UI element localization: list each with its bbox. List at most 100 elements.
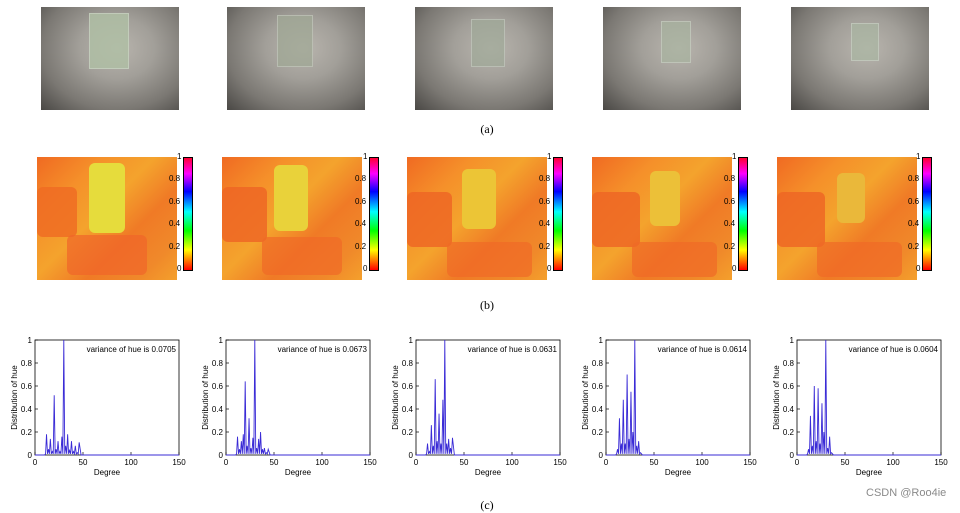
y-tick-label: 0.4 (402, 405, 414, 414)
colorbar-2 (369, 157, 379, 271)
y-tick-label: 0.2 (592, 428, 604, 437)
y-tick-label: 0.2 (402, 428, 414, 437)
y-tick-label: 0 (599, 451, 604, 460)
colorbar-4 (738, 157, 748, 271)
colorbar-tick-label: 0 (363, 264, 368, 273)
x-tick-label: 0 (224, 458, 229, 467)
variance-annotation: variance of hue is 0.0604 (849, 345, 939, 354)
x-tick-label: 50 (460, 458, 469, 467)
y-tick-label: 0.4 (592, 405, 604, 414)
x-tick-label: 100 (124, 458, 138, 467)
colorbar-tick-label: 0.4 (724, 219, 736, 229)
colorbar-3 (553, 157, 563, 271)
x-tick-label: 0 (414, 458, 419, 467)
colorbar-tick-label: 1 (547, 152, 552, 161)
y-tick-label: 0.6 (21, 382, 33, 391)
y-tick-label: 0.6 (212, 382, 224, 391)
y-axis-label: Distribution of hue (10, 365, 19, 430)
photo-4 (603, 7, 741, 110)
y-tick-label: 0.6 (783, 382, 795, 391)
x-axis-label: Degree (856, 468, 883, 477)
y-tick-label: 0.4 (212, 405, 224, 414)
colorbar-tick-label: 0.4 (169, 219, 181, 229)
photo-3 (415, 7, 553, 110)
plot-frame-2 (225, 339, 371, 456)
x-tick-label: 0 (795, 458, 800, 467)
y-tick-label: 1 (219, 336, 224, 345)
x-tick-label: 0 (33, 458, 38, 467)
x-axis-label: Degree (665, 468, 692, 477)
x-tick-label: 100 (315, 458, 329, 467)
colorbar-tick-label: 0.8 (539, 174, 551, 184)
colorbar-tick-label: 0.4 (355, 219, 367, 229)
variance-annotation: variance of hue is 0.0673 (278, 345, 368, 354)
colorbar-tick-label: 1 (916, 152, 921, 161)
hue-series-line-5 (797, 339, 941, 456)
y-tick-label: 1 (790, 336, 795, 345)
colorbar-tick-label: 0.2 (355, 241, 367, 251)
hue-series-line-4 (606, 339, 750, 456)
plot-frame-3 (415, 339, 561, 456)
colorbar-tick-label: 0 (916, 264, 921, 273)
y-tick-label: 1 (28, 336, 33, 345)
y-axis-label: Distribution of hue (772, 365, 781, 430)
y-tick-label: 0.8 (402, 359, 414, 368)
x-tick-label: 50 (841, 458, 850, 467)
y-tick-label: 0 (28, 451, 33, 460)
colorbar-tick-label: 1 (732, 152, 737, 161)
hue-series-line-2 (226, 339, 370, 456)
colorbar-tick-label: 0.2 (539, 241, 551, 251)
x-tick-label: 150 (363, 458, 377, 467)
colorbar-tick-label: 0.4 (908, 219, 920, 229)
y-tick-label: 0.4 (21, 405, 33, 414)
photo-1 (41, 7, 179, 110)
x-axis-label: Degree (475, 468, 502, 477)
y-axis-label: Distribution of hue (201, 365, 210, 430)
y-tick-label: 0.2 (783, 428, 795, 437)
x-tick-label: 150 (553, 458, 567, 467)
caption-b: (b) (480, 298, 494, 312)
colorbar-tick-label: 0.6 (169, 196, 181, 206)
x-tick-label: 50 (650, 458, 659, 467)
y-tick-label: 0.2 (21, 428, 33, 437)
colorbar-tick-label: 0.6 (355, 196, 367, 206)
colorbar-tick-label: 0.6 (539, 196, 551, 206)
x-tick-label: 100 (695, 458, 709, 467)
colorbar-tick-label: 0 (177, 264, 182, 273)
y-tick-label: 0 (409, 451, 414, 460)
y-axis-label: Distribution of hue (391, 365, 400, 430)
variance-annotation: variance of hue is 0.0631 (468, 345, 558, 354)
x-tick-label: 150 (743, 458, 757, 467)
y-axis-label: Distribution of hue (581, 365, 590, 430)
colorbar-tick-label: 0 (547, 264, 552, 273)
photo-2 (227, 7, 365, 110)
colorbar-tick-label: 0.6 (908, 196, 920, 206)
caption-a: (a) (480, 122, 494, 136)
y-tick-label: 0 (790, 451, 795, 460)
caption-c: (c) (480, 498, 494, 512)
hue-map-1 (37, 157, 177, 280)
hue-map-2 (222, 157, 362, 280)
hue-map-4 (592, 157, 732, 280)
colorbar-tick-label: 0.6 (724, 196, 736, 206)
hue-series-line-3 (416, 339, 560, 456)
y-tick-label: 1 (409, 336, 414, 345)
y-tick-label: 0.8 (21, 359, 33, 368)
y-tick-label: 0.8 (212, 359, 224, 368)
colorbar-tick-label: 0.2 (908, 241, 920, 251)
x-tick-label: 0 (604, 458, 609, 467)
variance-annotation: variance of hue is 0.0614 (658, 345, 748, 354)
x-tick-label: 100 (886, 458, 900, 467)
colorbar-tick-label: 0.2 (724, 241, 736, 251)
y-tick-label: 0.6 (592, 382, 604, 391)
colorbar-tick-label: 1 (363, 152, 368, 161)
y-tick-label: 0.8 (592, 359, 604, 368)
colorbar-tick-label: 0.8 (908, 174, 920, 184)
colorbar-5 (922, 157, 932, 271)
x-tick-label: 100 (505, 458, 519, 467)
colorbar-tick-label: 0.8 (169, 174, 181, 184)
colorbar-tick-label: 0.4 (539, 219, 551, 229)
watermark: CSDN @Roo4ie (866, 487, 947, 499)
y-tick-label: 0.4 (783, 405, 795, 414)
